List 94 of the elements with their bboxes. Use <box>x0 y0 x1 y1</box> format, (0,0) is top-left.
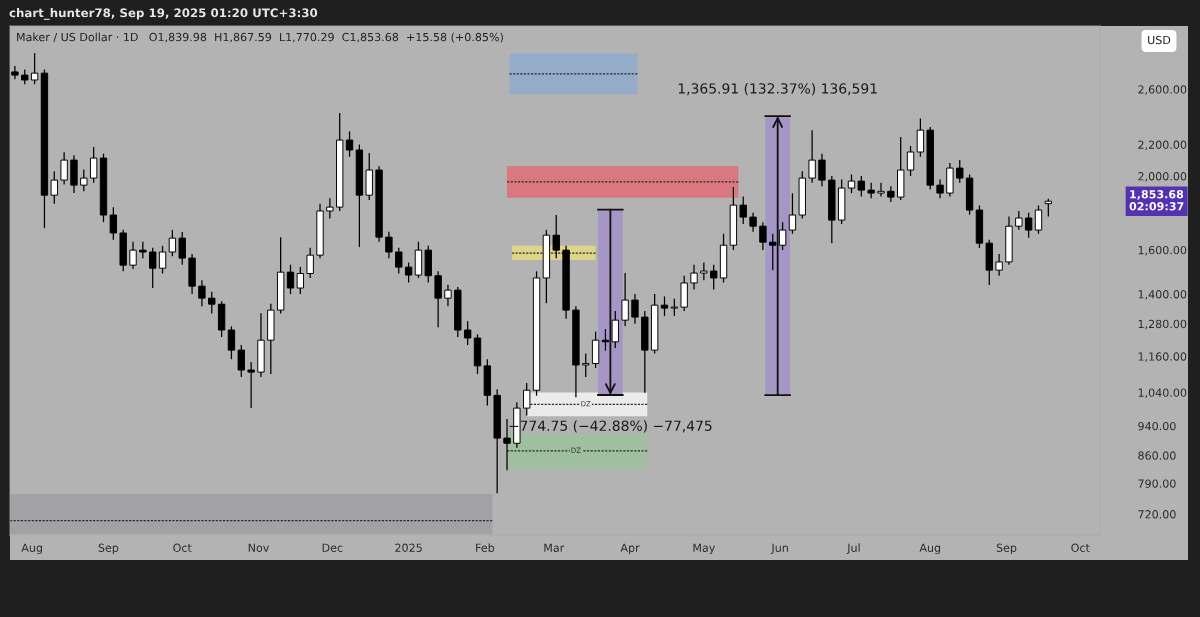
y-tick-label: 720.00 <box>1138 510 1176 519</box>
x-tick-label: Oct <box>173 543 192 552</box>
y-tick-label: 1,400.00 <box>1138 290 1187 300</box>
candlestick <box>326 197 334 220</box>
candlestick <box>739 195 747 225</box>
y-tick-label: 2,000.00 <box>1138 172 1187 182</box>
candlestick <box>1024 212 1033 239</box>
y-tick-label: 1,040.00 <box>1138 388 1187 398</box>
candlestick <box>11 65 19 80</box>
x-tick-label: Aug <box>919 543 941 555</box>
candlestick <box>60 151 68 186</box>
y-tick-label: 1,160.00 <box>1138 352 1187 362</box>
candlestick <box>168 229 177 257</box>
candlestick <box>788 192 797 235</box>
candlestick <box>237 344 245 378</box>
y-tick-label: 2,600.00 <box>1138 85 1187 95</box>
candlestick <box>591 330 600 369</box>
candlestick <box>395 247 403 275</box>
candlestick <box>463 320 472 346</box>
candlestick <box>818 153 826 187</box>
candlestick <box>296 266 305 295</box>
candlestick <box>808 129 816 184</box>
y-tick-label: 1,280.00 <box>1138 319 1187 330</box>
candlestick <box>995 253 1003 277</box>
candlestick <box>778 221 787 251</box>
candlestick <box>936 178 944 199</box>
y-tick-label: 940.00 <box>1138 421 1176 431</box>
candlestick <box>227 325 236 360</box>
candlestick <box>208 291 216 315</box>
x-tick-label: Sep <box>98 543 119 555</box>
candlestick <box>621 272 629 327</box>
candlestick <box>847 173 856 194</box>
candlestick <box>887 185 895 203</box>
candlestick <box>769 233 777 271</box>
candlestick <box>700 261 708 281</box>
candlestick <box>1034 204 1043 235</box>
y-tick-label: 860.00 <box>1138 451 1176 460</box>
candlestick <box>857 175 866 198</box>
x-tick-label: Oct <box>1071 543 1090 552</box>
candlestick <box>552 214 560 259</box>
candlestick <box>139 241 147 259</box>
x-tick-label: Sep <box>996 543 1017 555</box>
candlestick <box>710 264 718 291</box>
x-tick-label: Nov <box>248 543 270 552</box>
x-tick-label: 2025 <box>395 543 422 552</box>
candlestick <box>247 361 255 409</box>
candlestick <box>80 168 88 192</box>
text: O1,839.98 H1,867.59 L1,770.29 C1,853.68 +15.58 (+0.85%) <box>149 32 503 43</box>
candlestick <box>956 159 964 184</box>
candlestick <box>129 241 137 270</box>
candlestick <box>1015 210 1023 231</box>
candlestick <box>916 117 925 158</box>
candlestick <box>759 221 767 251</box>
candlestick <box>109 206 118 241</box>
y-tick-label: 790.00 <box>1138 479 1176 488</box>
candlestick <box>158 245 167 275</box>
candlestick <box>149 247 157 289</box>
annotation: 1,365.91 (132.37%) 136,591 <box>678 82 877 96</box>
candlestick <box>306 247 314 279</box>
candlestick <box>877 182 885 198</box>
candlestick <box>89 146 98 184</box>
y-tick-label: 1,600.00 <box>1138 245 1187 256</box>
candlestick <box>503 418 511 471</box>
candlestick <box>444 284 452 307</box>
x-tick-label: Mar <box>544 543 565 552</box>
candlestick <box>30 52 39 85</box>
candlestick <box>582 352 590 378</box>
candlestick <box>50 170 58 205</box>
x-tick-label: Jun <box>770 543 788 554</box>
candlestick <box>385 231 393 259</box>
candlestick <box>906 145 915 177</box>
text: chart_hunter78, Sep 19, 2025 01:20 UTC+3:30 <box>9 8 318 20</box>
candlestick <box>178 231 186 266</box>
candlestick <box>611 310 619 349</box>
x-tick-label: Apr <box>620 543 640 555</box>
candlestick <box>434 270 442 328</box>
x-tick-label: Jul <box>846 543 860 554</box>
x-tick-label: May <box>693 543 716 555</box>
candlestick <box>690 264 698 291</box>
x-tick-label: Dec <box>322 543 343 552</box>
candlestick <box>631 293 639 325</box>
candlestick <box>198 279 206 307</box>
candlestick <box>523 382 531 417</box>
candlestick <box>660 295 669 317</box>
y-tick-label: 2,200.00 <box>1138 140 1187 151</box>
text: Maker / US Dollar · 1D <box>17 32 138 43</box>
candlestick <box>345 130 354 158</box>
candlestick <box>286 264 295 295</box>
candlestick <box>404 261 413 284</box>
x-tick-label: Feb <box>476 543 495 552</box>
x-tick-label: Aug <box>21 543 42 555</box>
text: USD <box>1148 35 1171 45</box>
candlestick <box>749 212 757 233</box>
text: 1,853.68 02:09:37 <box>1129 190 1184 211</box>
